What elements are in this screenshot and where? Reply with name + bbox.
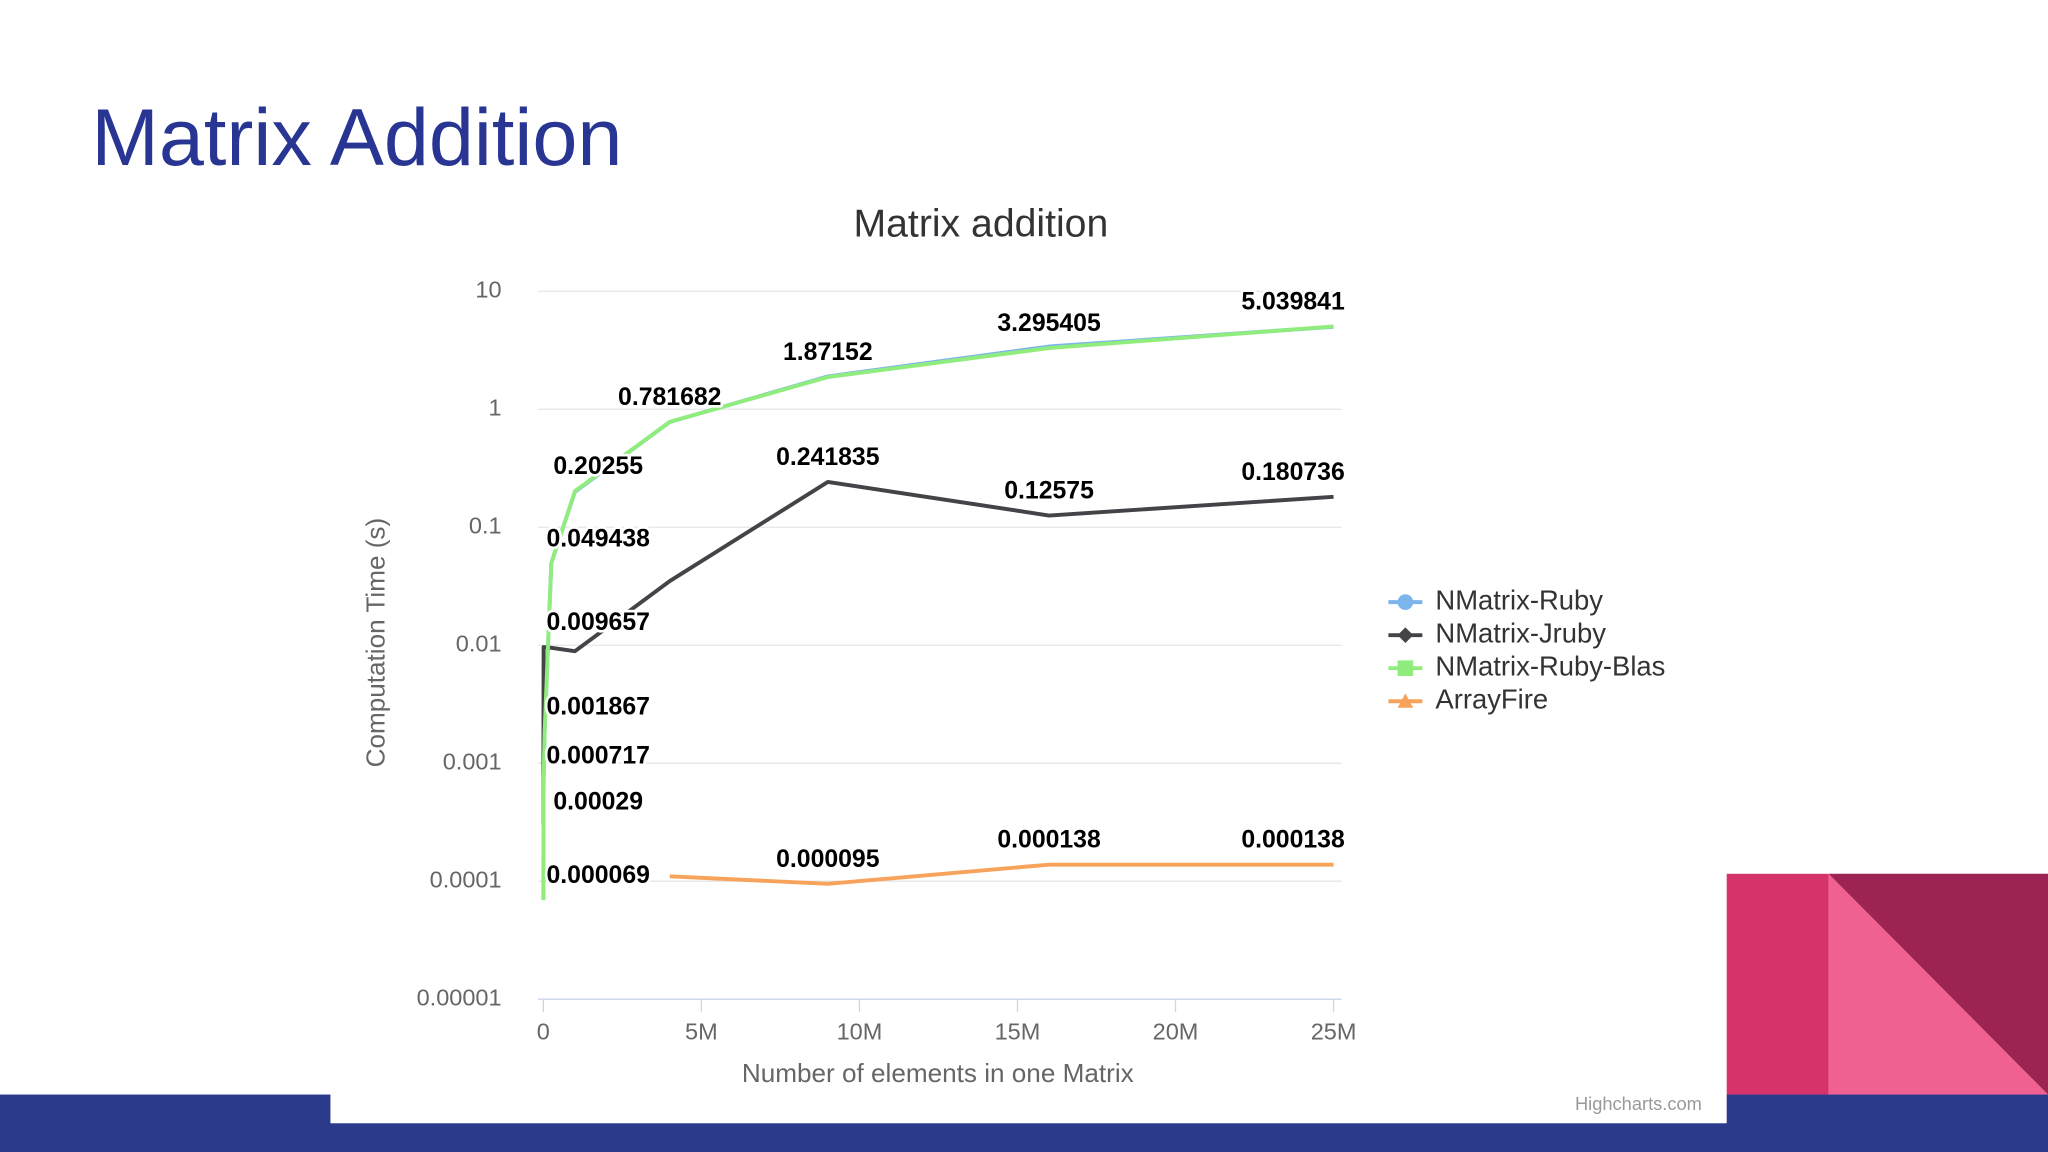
deco-triangle xyxy=(1828,873,2048,1095)
data-label: 0.001867 xyxy=(546,693,649,720)
data-label: 0.000095 xyxy=(776,846,880,873)
y-tick-label: 0.001 xyxy=(443,748,502,774)
data-label: 0.000717 xyxy=(546,742,649,769)
data-label: 0.781682 xyxy=(618,384,721,411)
data-label: 0.000069 xyxy=(546,862,649,889)
y-tick-label: 0.1 xyxy=(469,512,502,538)
data-label: 0.12575 xyxy=(1004,478,1094,505)
y-tick-label: 10 xyxy=(475,276,501,302)
deco-block xyxy=(1726,873,1829,1095)
data-label: 1.87152 xyxy=(783,339,873,366)
y-tick-label: 1 xyxy=(488,394,501,420)
series-line xyxy=(541,479,1334,825)
series-line xyxy=(669,862,1334,886)
data-label: 0.000138 xyxy=(1241,827,1345,854)
legend-label: NMatrix-Ruby-Blas xyxy=(1435,650,1665,681)
x-tick-label: 0 xyxy=(537,1018,550,1044)
x-tick-label: 10M xyxy=(837,1018,883,1044)
data-label: 0.000138 xyxy=(997,827,1101,854)
chart-area xyxy=(330,182,1727,1124)
legend-marker xyxy=(1397,660,1414,677)
slide-title: Matrix Addition xyxy=(91,93,622,183)
data-label: 0.20255 xyxy=(553,453,643,480)
credits: Highcharts.com xyxy=(1575,1093,1702,1114)
legend-label: ArrayFire xyxy=(1435,684,1548,715)
y-tick-label: 0.0001 xyxy=(430,866,502,892)
legend-label: NMatrix-Ruby xyxy=(1435,584,1603,615)
legend-marker xyxy=(1397,594,1414,610)
chart-title: Matrix addition xyxy=(854,202,1109,245)
legend-marker xyxy=(1397,693,1414,708)
legend-marker xyxy=(1397,627,1414,644)
x-tick-label: 5M xyxy=(685,1018,718,1044)
data-label: 0.009657 xyxy=(546,609,649,636)
y-tick-label: 0.01 xyxy=(456,630,502,656)
y-axis-title: Computation Time (s) xyxy=(360,518,390,768)
x-axis-title: Number of elements in one Matrix xyxy=(742,1058,1134,1088)
data-label: 0.049438 xyxy=(546,525,650,552)
x-tick-label: 25M xyxy=(1311,1018,1357,1044)
data-label: 0.180736 xyxy=(1241,459,1344,486)
data-label: 3.295405 xyxy=(997,310,1101,337)
series-line xyxy=(541,324,1334,901)
data-label: 0.241835 xyxy=(776,444,880,471)
legend-label: NMatrix-Jruby xyxy=(1435,617,1606,648)
x-tick-label: 20M xyxy=(1153,1018,1199,1044)
x-tick-label: 15M xyxy=(995,1018,1041,1044)
data-label: 0.00029 xyxy=(553,789,643,816)
y-tick-label: 0.00001 xyxy=(417,984,502,1010)
data-label: 5.039841 xyxy=(1241,288,1345,315)
